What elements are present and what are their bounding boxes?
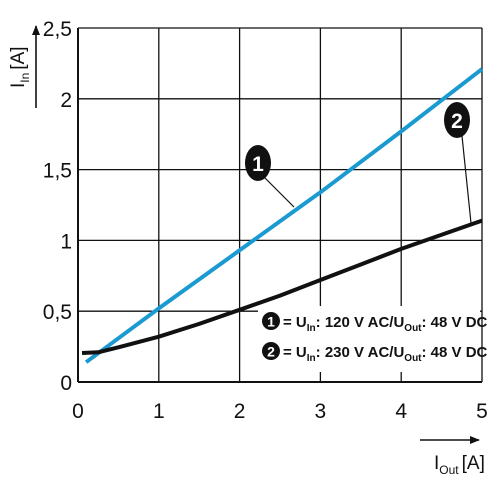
tick-labels: 0 1 2 3 4 5 0 0,5 1 1,5 2 2,5 (43, 18, 488, 423)
y-tick-label: 2,5 (43, 18, 72, 41)
callout-marker-1 (245, 145, 271, 181)
y-tick-label: 2 (60, 89, 72, 112)
legend-label-1: = UIn: 120 V AC/UOut: 48 V DC (283, 314, 488, 334)
y-tick-label: 1,5 (43, 160, 72, 183)
series-callout-1: 1 (245, 145, 295, 208)
x-tick-label: 3 (315, 400, 327, 423)
x-tick-label: 2 (234, 400, 246, 423)
x-axis-unit: [A] (462, 453, 485, 474)
series-layer (81, 67, 484, 364)
y-tick-label: 0 (60, 372, 72, 395)
series-line-1 (84, 67, 484, 364)
grid (77, 27, 483, 383)
x-tick-label: 0 (72, 400, 84, 423)
y-axis-symbol: I (8, 83, 29, 88)
legend-item-2: 2 = UIn: 230 V AC/UOut: 48 V DC (262, 342, 488, 364)
y-tick-label: 0,5 (43, 301, 72, 324)
series-callout-2: 2 (444, 102, 472, 224)
legend-label-2: = UIn: 230 V AC/UOut: 48 V DC (283, 344, 488, 364)
y-tick-label: 1 (60, 230, 72, 253)
legend-marker-2-number: 2 (267, 344, 275, 360)
callout-marker-1-number: 1 (252, 153, 264, 176)
legend: 1 = UIn: 120 V AC/UOut: 48 V DC 2 = UIn:… (258, 306, 488, 372)
x-tick-label: 1 (153, 400, 165, 423)
legend-box (258, 306, 480, 372)
x-axis-subscript: Out (439, 463, 459, 477)
callout-marker-2-number: 2 (451, 110, 463, 133)
callout-leader-2 (461, 135, 472, 224)
y-axis-subscript: In (18, 73, 32, 83)
legend-marker-1-number: 1 (267, 314, 275, 330)
x-axis-symbol: I (434, 453, 439, 474)
legend-marker-1 (262, 312, 280, 330)
callout-leader-1 (262, 175, 295, 208)
y-axis-title: IIn [A] (8, 46, 32, 88)
legend-marker-2 (262, 342, 280, 360)
legend-item-1: 1 = UIn: 120 V AC/UOut: 48 V DC (262, 312, 488, 334)
callout-marker-2 (444, 102, 470, 138)
series-line-2 (81, 218, 483, 355)
x-axis-title: IOut [A] (434, 453, 485, 477)
x-tick-label: 5 (476, 400, 488, 423)
y-axis-unit: [A] (8, 46, 29, 69)
x-tick-label: 4 (395, 400, 407, 423)
